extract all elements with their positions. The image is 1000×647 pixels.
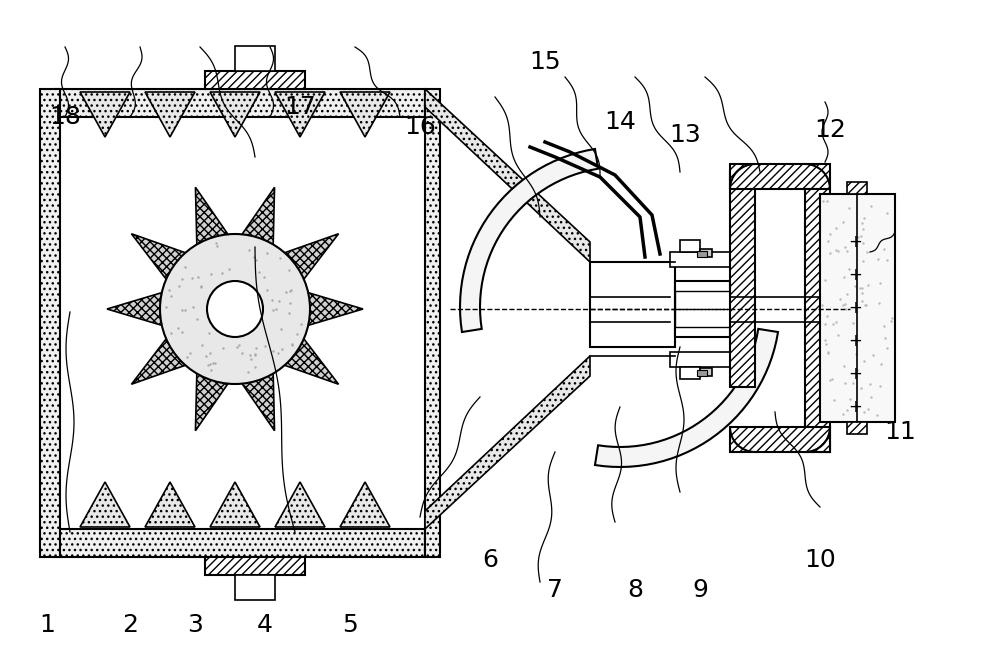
Bar <box>675 291 730 327</box>
Polygon shape <box>275 92 325 137</box>
Polygon shape <box>131 234 185 280</box>
Polygon shape <box>285 234 339 280</box>
Bar <box>700 249 712 257</box>
Circle shape <box>160 234 310 384</box>
Polygon shape <box>242 187 275 245</box>
Polygon shape <box>285 339 339 384</box>
Bar <box>235 46 275 71</box>
Text: 1: 1 <box>39 613 55 637</box>
Text: 9: 9 <box>692 578 708 602</box>
Polygon shape <box>425 89 590 262</box>
Text: +: + <box>848 365 862 383</box>
Text: 10: 10 <box>804 548 836 572</box>
Text: 8: 8 <box>627 578 643 602</box>
Bar <box>205 557 305 575</box>
Bar <box>700 368 712 376</box>
Text: 16: 16 <box>404 115 436 139</box>
Bar <box>670 352 735 367</box>
Bar <box>55 529 425 557</box>
Text: +: + <box>848 299 862 317</box>
PathPatch shape <box>460 149 598 332</box>
PathPatch shape <box>595 329 778 467</box>
Bar <box>820 194 895 422</box>
Polygon shape <box>340 92 390 137</box>
Text: 17: 17 <box>284 95 316 119</box>
Bar <box>805 189 830 452</box>
Bar <box>730 164 830 189</box>
Polygon shape <box>210 92 260 137</box>
Bar <box>847 182 867 194</box>
Text: 4: 4 <box>257 613 273 637</box>
Bar <box>697 370 707 376</box>
Text: 18: 18 <box>49 105 81 129</box>
Polygon shape <box>131 339 185 384</box>
Text: 7: 7 <box>547 578 563 602</box>
Text: +: + <box>848 233 862 251</box>
Polygon shape <box>275 482 325 527</box>
Polygon shape <box>80 482 130 527</box>
Polygon shape <box>242 373 275 431</box>
Polygon shape <box>145 92 195 137</box>
Text: 3: 3 <box>187 613 203 637</box>
Bar <box>680 367 700 379</box>
Polygon shape <box>425 356 590 529</box>
Polygon shape <box>195 187 228 245</box>
Polygon shape <box>107 292 162 325</box>
Text: 5: 5 <box>342 613 358 637</box>
Text: 13: 13 <box>669 123 701 147</box>
Bar <box>40 89 60 557</box>
Text: 14: 14 <box>604 110 636 134</box>
Text: 15: 15 <box>529 50 561 74</box>
Bar <box>847 422 867 434</box>
Text: 12: 12 <box>814 118 846 142</box>
Bar <box>425 89 440 557</box>
Polygon shape <box>308 292 363 325</box>
Polygon shape <box>145 482 195 527</box>
Bar <box>235 575 275 600</box>
Text: 2: 2 <box>122 613 138 637</box>
Text: +: + <box>848 266 862 284</box>
Bar <box>697 251 707 257</box>
Bar <box>670 252 735 267</box>
Bar <box>730 427 830 452</box>
Polygon shape <box>80 92 130 137</box>
Text: +: + <box>848 398 862 416</box>
Polygon shape <box>195 373 228 431</box>
Circle shape <box>207 281 263 337</box>
Bar <box>55 89 425 117</box>
Bar <box>675 281 730 337</box>
Bar <box>730 172 755 387</box>
Text: 6: 6 <box>482 548 498 572</box>
Text: 11: 11 <box>884 420 916 444</box>
Bar <box>205 71 305 89</box>
Text: +: + <box>848 332 862 350</box>
Bar <box>680 240 700 252</box>
Bar <box>590 262 675 347</box>
Polygon shape <box>210 482 260 527</box>
Polygon shape <box>340 482 390 527</box>
